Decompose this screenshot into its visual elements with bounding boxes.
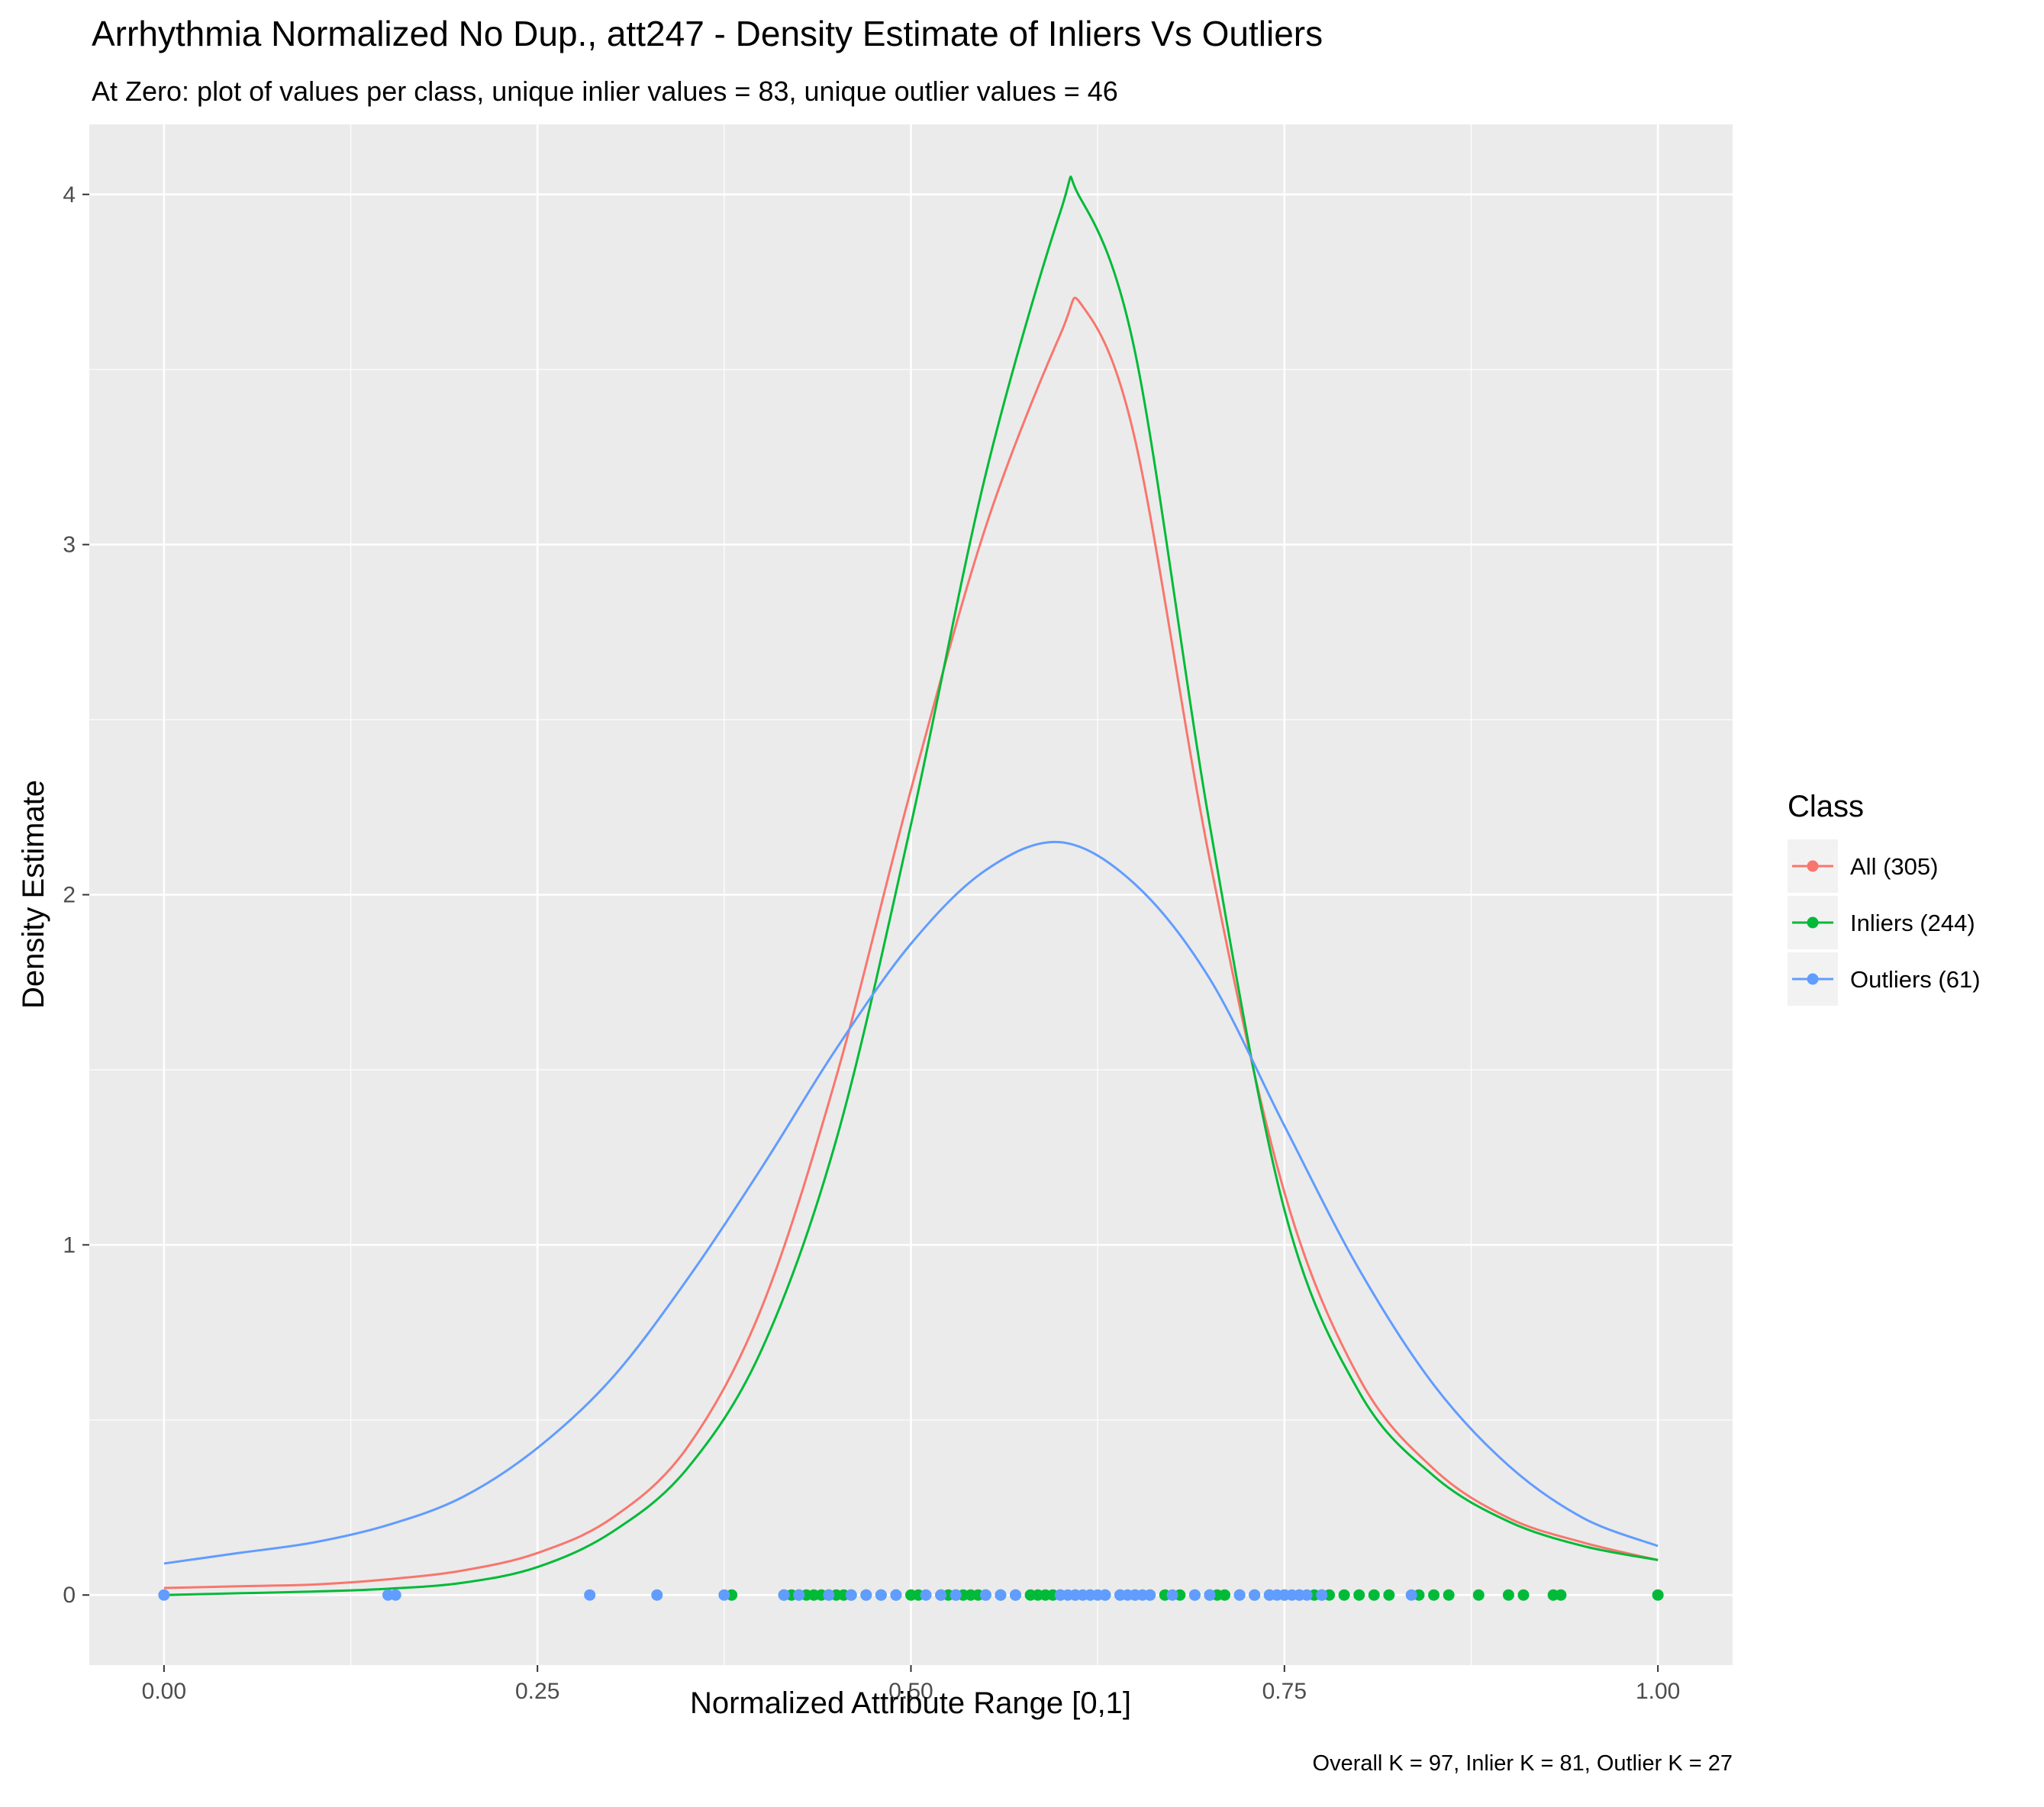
value-point-outliers-61 [860,1589,872,1601]
value-point-outliers-61 [949,1589,962,1601]
value-point-inliers-244 [1443,1589,1455,1601]
value-point-outliers-61 [875,1589,887,1601]
chart-subtitle: At Zero: plot of values per class, uniqu… [92,76,1118,107]
value-point-outliers-61 [651,1589,663,1601]
y-tick-label: 4 [63,182,76,208]
value-point-inliers-244 [1383,1589,1395,1601]
value-point-outliers-61 [389,1589,401,1601]
value-point-outliers-61 [1316,1589,1328,1601]
legend-label: All (305) [1850,853,1938,880]
value-point-outliers-61 [920,1589,932,1601]
density-curve-all-305 [163,296,1659,1590]
legend-point [1807,860,1819,872]
value-point-outliers-61 [1204,1589,1216,1601]
legend-title: Class [1788,790,1864,823]
legend-point [1807,973,1819,985]
x-tick-label: 0.75 [1262,1679,1307,1704]
value-point-outliers-61 [1249,1589,1261,1601]
x-tick-label: 1.00 [1636,1679,1680,1704]
value-point-inliers-244 [1338,1589,1350,1601]
y-tick-label: 3 [63,533,76,558]
major-gridlines [89,124,1733,1665]
value-point-inliers-244 [1428,1589,1440,1601]
legend-items: All (305) Inliers (244) Outliers (61) [1788,839,1981,1006]
value-point-outliers-61 [778,1589,790,1601]
value-point-outliers-61 [1099,1589,1111,1601]
density-curves [163,176,1659,1596]
value-point-outliers-61 [718,1589,730,1601]
value-point-outliers-61 [1166,1589,1178,1601]
value-point-inliers-244 [1368,1589,1380,1601]
value-point-inliers-244 [1517,1589,1530,1601]
legend-point [1807,916,1819,929]
x-axis-title: Normalized Attribute Range [0,1] [690,1686,1131,1720]
value-point-inliers-244 [1555,1589,1567,1601]
x-axis: 0.00 0.25 0.50 0.75 1.00 [142,1665,1680,1704]
y-tick-label: 1 [63,1232,76,1258]
legend: Class All (305) Inliers (244) Outliers (61… [1788,790,1981,1006]
value-point-outliers-61 [995,1589,1007,1601]
value-point-outliers-61 [584,1589,596,1601]
value-point-outliers-61 [1233,1589,1246,1601]
value-point-inliers-244 [1219,1589,1231,1601]
x-tick-label: 0.25 [515,1679,559,1704]
x-tick-label: 0.00 [142,1679,186,1704]
y-tick-label: 2 [63,883,76,908]
value-point-outliers-61 [845,1589,857,1601]
legend-label: Inliers (244) [1850,910,1975,936]
value-point-inliers-244 [1353,1589,1365,1601]
value-point-inliers-244 [1472,1589,1485,1601]
value-point-outliers-61 [1144,1589,1156,1601]
value-point-outliers-61 [1010,1589,1022,1601]
value-point-outliers-61 [890,1589,902,1601]
y-tick-label: 0 [63,1583,76,1608]
value-point-inliers-244 [1502,1589,1514,1601]
value-point-outliers-61 [1188,1589,1201,1601]
legend-label: Outliers (61) [1850,966,1981,993]
chart-caption: Overall K = 97, Inlier K = 81, Outlier K… [1313,1751,1733,1776]
density-curve-outliers-61 [163,840,1659,1565]
x-tick-label: 0.50 [888,1679,933,1704]
y-axis-title: Density Estimate [17,780,50,1009]
value-point-outliers-61 [158,1589,170,1601]
density-curve-inliers-244 [163,176,1659,1596]
value-point-outliers-61 [979,1589,991,1601]
y-axis: 0 1 2 3 4 [63,182,89,1608]
chart-title: Arrhythmia Normalized No Dup., att247 - … [92,14,1323,53]
value-point-inliers-244 [1652,1589,1664,1601]
value-point-outliers-61 [1301,1589,1313,1601]
value-point-outliers-61 [823,1589,835,1601]
value-point-outliers-61 [793,1589,805,1601]
value-points [158,1589,1664,1601]
value-point-outliers-61 [1405,1589,1417,1601]
value-point-outliers-61 [935,1589,947,1601]
